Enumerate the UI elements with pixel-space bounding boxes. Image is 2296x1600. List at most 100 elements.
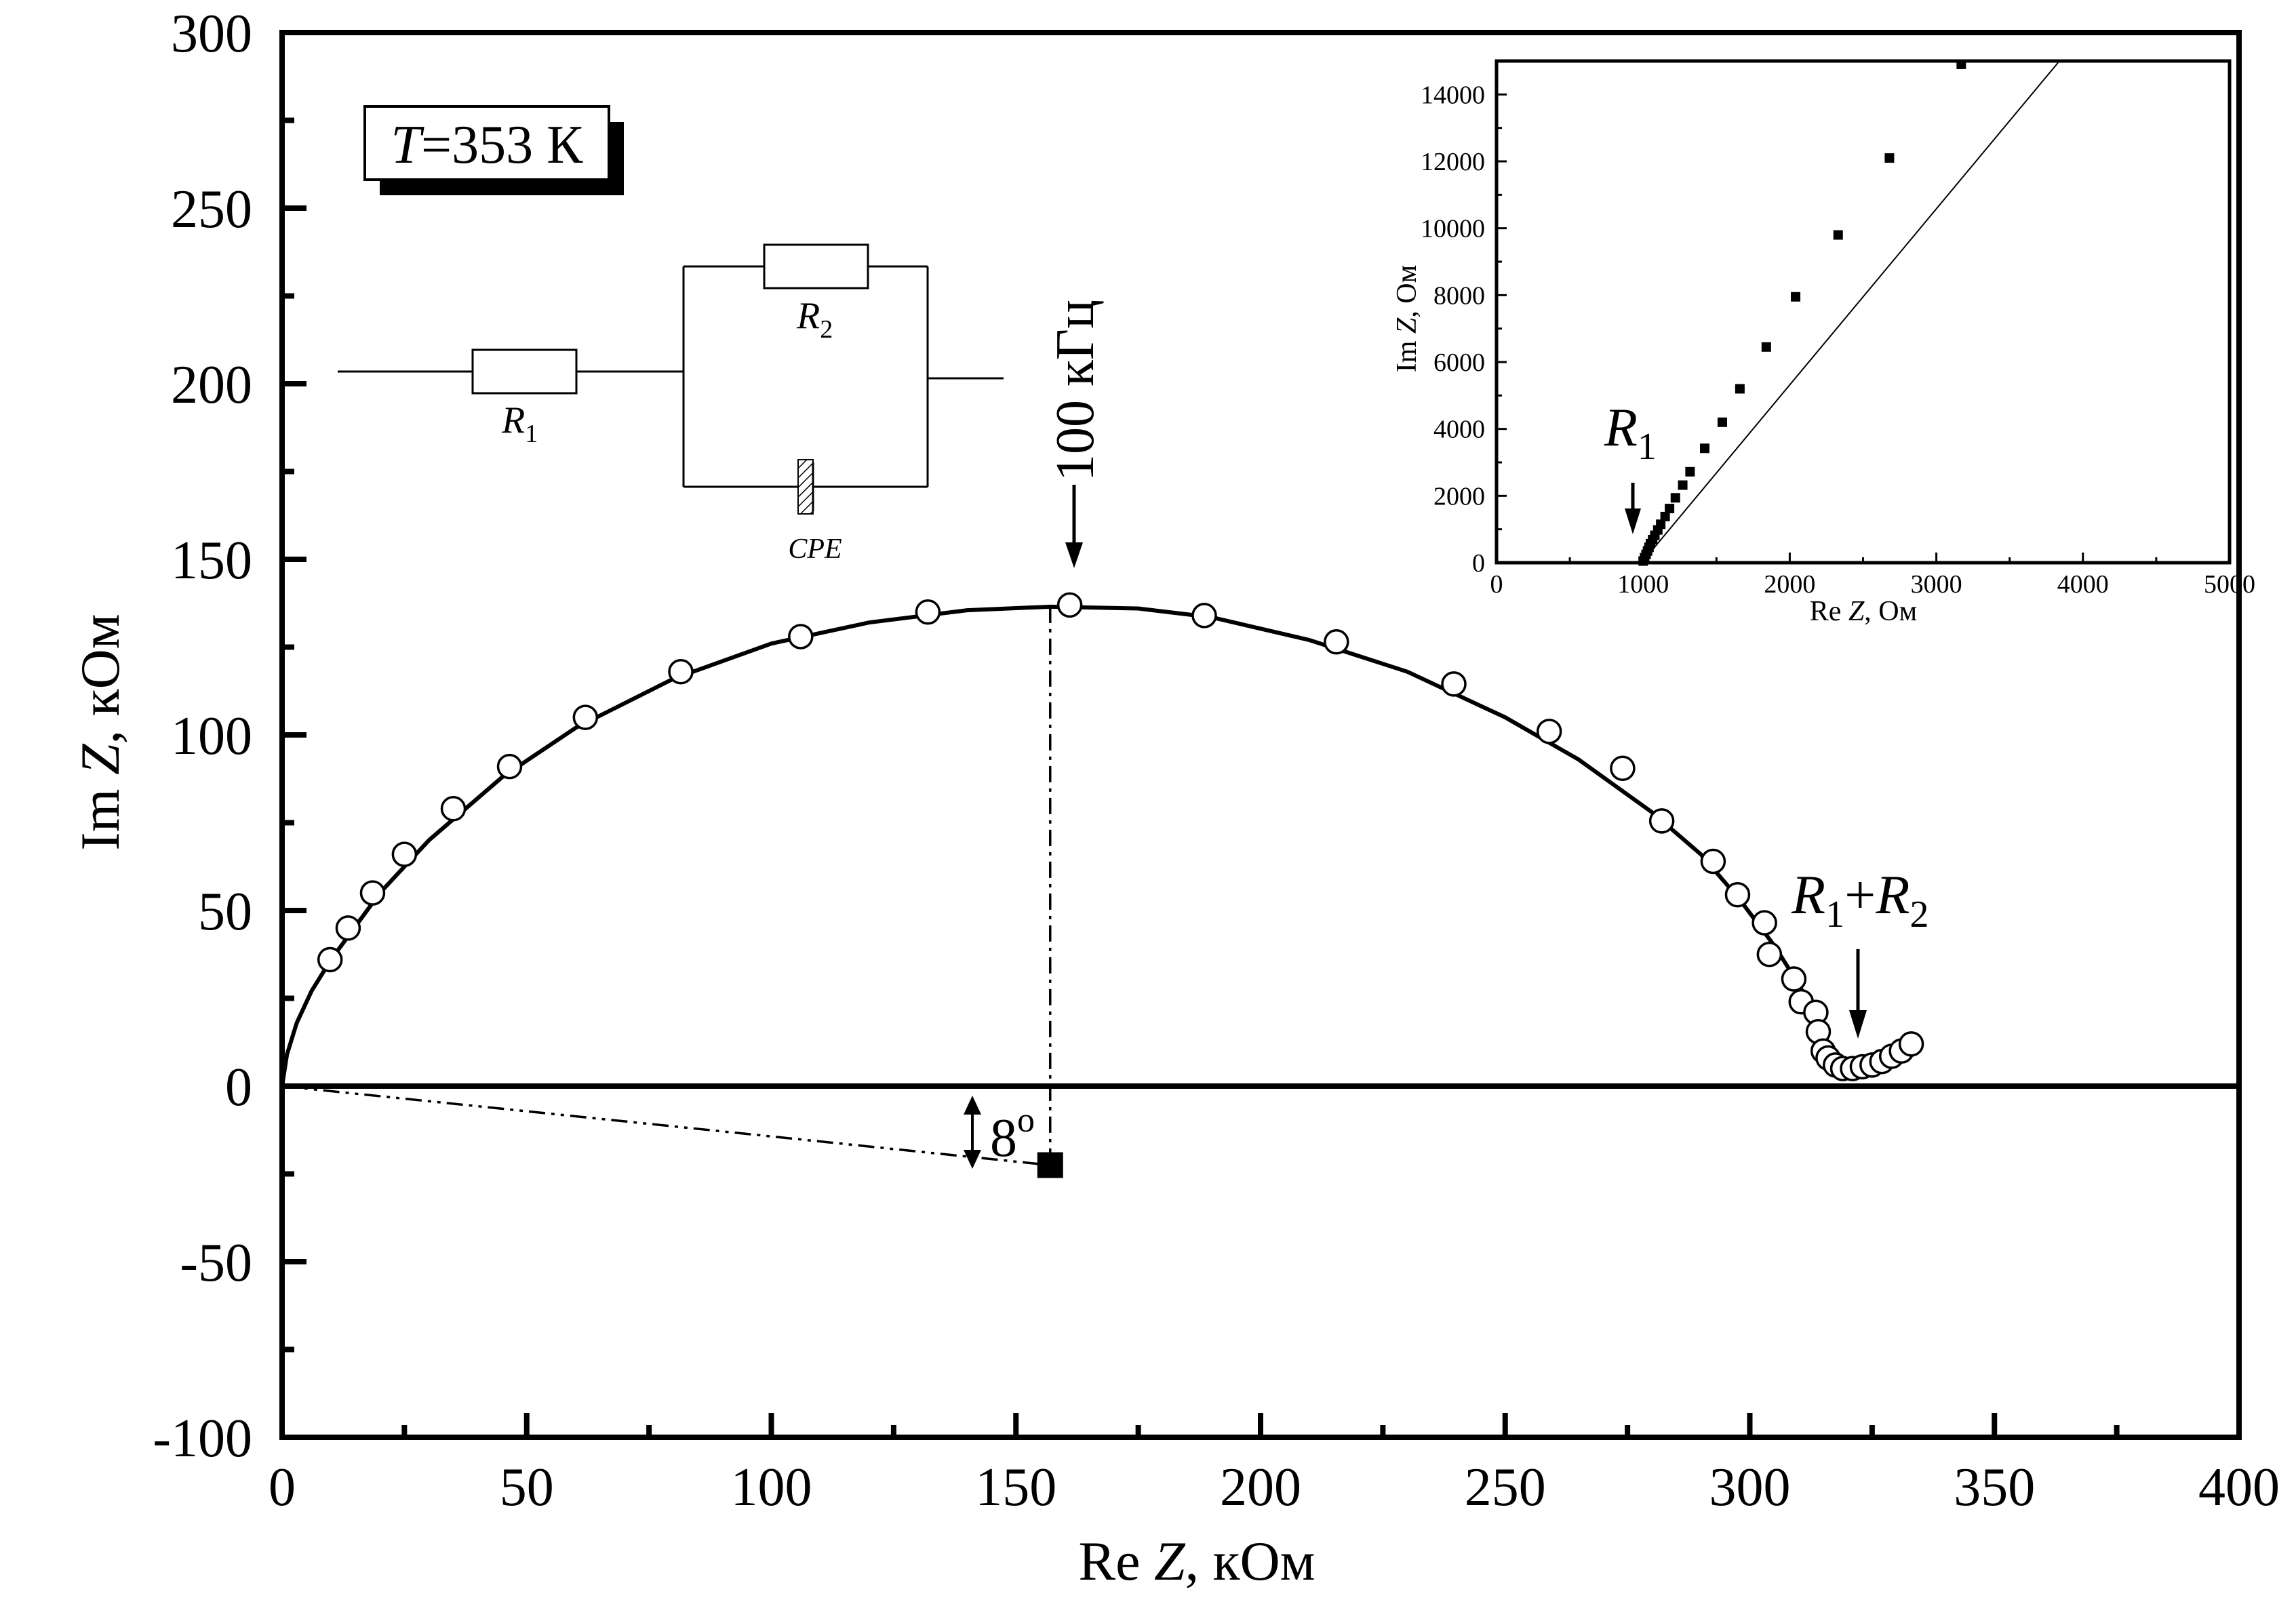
temperature-box-frame — [363, 105, 610, 181]
inset-y-axis-label: Im Z, Ом — [1391, 265, 1423, 372]
data-point — [1898, 1031, 1924, 1057]
inset-x-tick-label: 5000 — [2204, 570, 2255, 599]
inset-data-point — [1884, 153, 1895, 163]
inset-plot-frame — [1495, 59, 2232, 565]
fit-curve — [280, 604, 1840, 1087]
inset-x-tick-label: 0 — [1490, 570, 1503, 599]
main-x-tick-labels: 0 50 100 150 200 250 300 350 400 — [269, 1458, 2280, 1517]
data-point — [335, 915, 361, 941]
circuit-cpe-element — [797, 459, 814, 515]
data-point — [1441, 671, 1467, 697]
inset-y-tick-label: 10000 — [1421, 215, 1485, 243]
inset-data-point — [1761, 342, 1771, 352]
data-point — [1324, 628, 1349, 655]
center-point — [1037, 1152, 1063, 1178]
circuit-resistor-r1 — [471, 348, 578, 395]
inset-x-tick-label: 3000 — [1911, 570, 1962, 599]
inset-data-point — [1791, 292, 1801, 302]
angle-arrow-head-down — [964, 1150, 981, 1169]
inset-data-point — [1656, 519, 1666, 529]
inset-y-tick-label: 0 — [1472, 549, 1485, 578]
main-x-tick-label: 200 — [1220, 1458, 1301, 1517]
main-y-tick-label: -100 — [153, 1409, 252, 1468]
center-radius-line — [281, 1085, 1050, 1167]
inset-y-tick-label: 6000 — [1433, 348, 1485, 377]
data-point — [1756, 942, 1783, 967]
data-point — [440, 796, 467, 822]
circuit-label-cpe: CPE — [788, 534, 842, 565]
data-point — [496, 753, 523, 780]
temperature-box: T=353 К — [363, 105, 624, 195]
data-point — [1700, 848, 1726, 875]
data-point — [1056, 592, 1083, 618]
inset-data-point — [1685, 466, 1695, 477]
inset-plot: 0 1000 2000 3000 4000 5000 0 2000 4000 6000 8000 1… — [1391, 59, 2256, 627]
data-point — [1724, 881, 1751, 908]
inset-x-tick-label: 2000 — [1764, 570, 1815, 599]
data-point — [1648, 808, 1675, 834]
main-x-tick-label: 0 — [269, 1458, 296, 1517]
main-x-tick-label: 300 — [1709, 1458, 1791, 1517]
angle-arrow-head-up — [964, 1096, 981, 1115]
main-y-tick-labels: -100 -50 0 50 100 150 200 250 300 — [153, 4, 252, 1468]
inset-r1-label: R1 — [1604, 398, 1657, 468]
data-point — [572, 704, 599, 730]
inset-data-point — [1956, 59, 1966, 69]
inset-fit-line — [1641, 62, 2059, 563]
inset-x-axis-label: Re Z, Ом — [1810, 596, 1917, 627]
main-y-tick-label: 150 — [171, 531, 252, 591]
inset-data-points — [1638, 59, 1966, 566]
inset-data-point — [1678, 480, 1688, 490]
r1-plus-r2-label: R1+R2 — [1791, 864, 1928, 936]
main-y-tick-label: 250 — [171, 180, 252, 239]
r1-plus-r2-arrow-head — [1849, 1010, 1867, 1039]
main-y-tick-label: 0 — [225, 1058, 252, 1117]
peak-frequency-label: 100 кГц — [1046, 300, 1105, 481]
inset-data-point — [1670, 493, 1680, 503]
data-point — [391, 841, 418, 867]
inset-x-tick-labels: 0 1000 2000 3000 4000 5000 — [1490, 570, 2256, 599]
data-point — [317, 946, 343, 973]
temperature-label: T=353 К — [391, 115, 584, 175]
circuit-label-r2: R2 — [796, 295, 833, 344]
data-point — [359, 880, 386, 906]
data-point — [1610, 755, 1636, 781]
inset-data-point — [1833, 230, 1843, 240]
inset-y-tick-label: 8000 — [1433, 281, 1485, 310]
inset-data-point — [1717, 417, 1727, 427]
angle-annotation: 8o — [964, 1096, 1035, 1169]
inset-data-point — [1665, 504, 1675, 514]
data-point — [1191, 603, 1217, 628]
data-point — [1536, 719, 1562, 744]
inset-y-tick-label: 4000 — [1433, 416, 1485, 444]
data-point — [915, 599, 941, 625]
peak-frequency-annotation: 100 кГц — [1046, 300, 1105, 568]
inset-y-tick-label: 12000 — [1421, 148, 1485, 176]
circuit-label-r1: R1 — [501, 399, 538, 448]
angle-label: 8o — [990, 1101, 1035, 1168]
inset-data-point — [1660, 511, 1670, 521]
inset-r1-arrow-head — [1625, 508, 1641, 534]
data-point — [668, 659, 694, 685]
data-point — [1751, 910, 1777, 936]
main-y-tick-label: 50 — [198, 882, 252, 942]
inset-data-point — [1735, 384, 1745, 394]
main-y-tick-label: 100 — [171, 706, 252, 766]
inset-x-tick-label: 4000 — [2057, 570, 2109, 599]
main-x-tick-label: 100 — [731, 1458, 812, 1517]
main-data-points — [317, 592, 1924, 1081]
main-y-tick-label: 200 — [171, 355, 252, 415]
data-point — [788, 624, 814, 649]
inset-data-point — [1700, 443, 1710, 454]
inset-x-tick-label: 1000 — [1617, 570, 1669, 599]
main-plot: 0 50 100 150 200 250 300 350 400 -100 -50 0 50 100 15… — [69, 4, 2280, 1592]
main-y-tick-label: -50 — [180, 1233, 252, 1293]
inset-y-tick-labels: 0 2000 4000 6000 8000 10000 12000 14000 — [1421, 81, 1485, 578]
main-x-tick-label: 250 — [1465, 1458, 1546, 1517]
equivalent-circuit — [338, 243, 1004, 515]
x-axis-label: Re Z, кОм — [1078, 1530, 1315, 1592]
inset-y-tick-label: 14000 — [1421, 81, 1485, 109]
y-axis-label: Im Z, кОм — [69, 614, 131, 850]
circuit-resistor-r2 — [763, 243, 869, 289]
